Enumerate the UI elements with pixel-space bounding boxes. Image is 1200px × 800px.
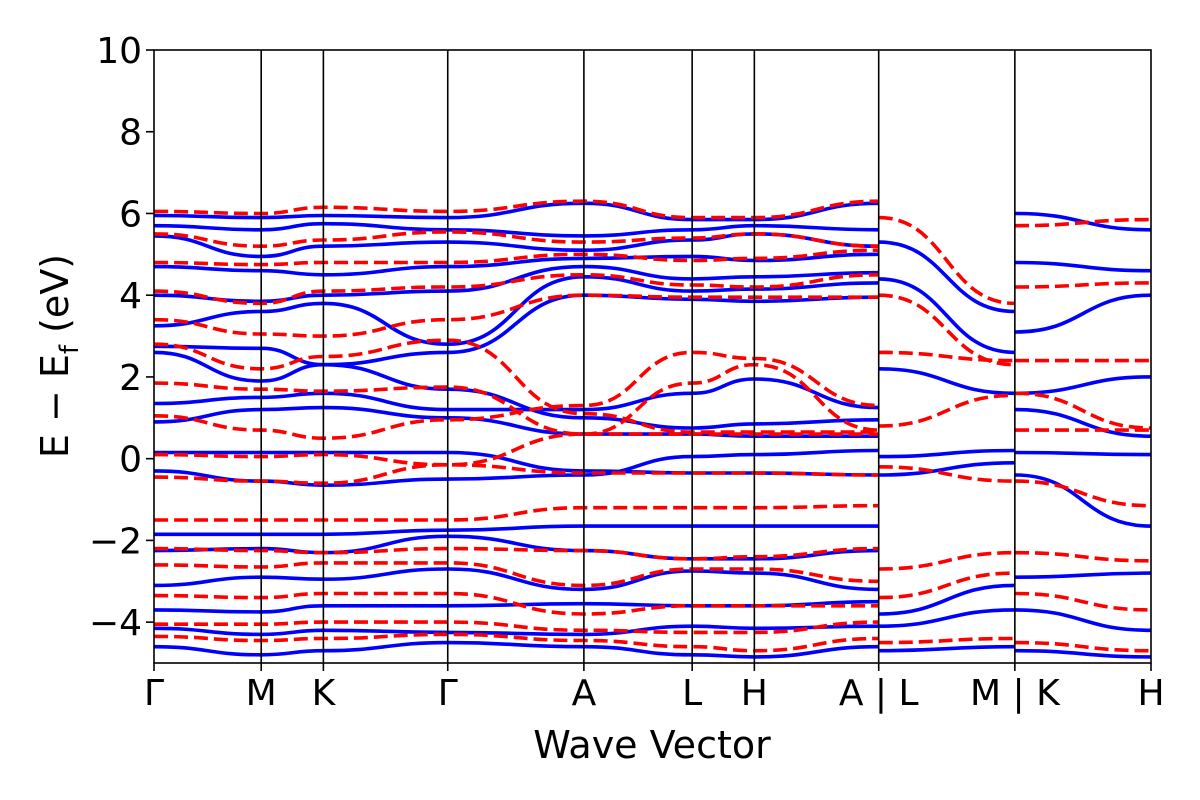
y-tick-label: 6 — [119, 194, 142, 235]
band-line-solid-25 — [878, 644, 1015, 653]
plot-frame — [153, 49, 1152, 664]
band-line-solid-20 — [878, 367, 1015, 396]
band-line-dashed-47 — [154, 293, 879, 338]
y-tick-label: −2 — [89, 521, 142, 562]
band-line-solid-18 — [878, 448, 1015, 459]
band-line-solid-27 — [1014, 473, 1151, 528]
y-axis-label-unit: (eV) — [33, 254, 77, 345]
band-line-dashed-63 — [1014, 391, 1151, 430]
band-line-solid-22 — [878, 240, 1015, 314]
band-line-dashed-68 — [1014, 640, 1151, 653]
y-tick-label: 2 — [119, 358, 142, 399]
y-tick-label: 10 — [96, 31, 142, 72]
y-tick-label: 0 — [119, 440, 142, 481]
band-line-solid-28 — [1014, 375, 1151, 396]
band-line-dashed-64 — [1014, 281, 1151, 289]
band-line-dashed-66 — [1014, 550, 1151, 563]
band-line-dashed-57 — [878, 550, 1015, 571]
band-line-solid-19 — [878, 461, 1015, 477]
band-line-solid-34 — [1014, 608, 1151, 633]
x-tick-label: Γ — [438, 673, 458, 714]
band-line-solid-4 — [154, 567, 879, 592]
band-line-solid-17 — [154, 201, 879, 222]
band-line-solid-23 — [878, 583, 1015, 616]
band-line-solid-11 — [154, 293, 879, 367]
band-line-solid-3 — [154, 534, 879, 561]
band-line-dashed-54 — [878, 350, 1015, 363]
band-line-dashed-49 — [154, 248, 879, 267]
band-line-dashed-56 — [878, 215, 1015, 306]
band-line-solid-33 — [1014, 571, 1151, 579]
band-line-dashed-46 — [154, 338, 879, 434]
band-line-dashed-48 — [154, 272, 879, 306]
x-tick-label: L — [682, 673, 702, 714]
band-line-dashed-61 — [1014, 479, 1151, 508]
x-tick-label: H — [1137, 673, 1164, 714]
band-line-dashed-43 — [154, 632, 879, 653]
y-axis-label: E − Ef (eV) — [33, 254, 85, 458]
band-line-dashed-53 — [878, 465, 1015, 483]
band-line-dashed-67 — [1014, 591, 1151, 612]
band-line-solid-2 — [154, 524, 879, 537]
band-lines — [154, 199, 1151, 659]
band-line-solid-1 — [154, 448, 879, 488]
x-tick-label: M — [246, 673, 277, 714]
band-line-solid-31 — [1014, 260, 1151, 273]
band-line-dashed-59 — [878, 636, 1015, 645]
band-line-solid-24 — [878, 608, 1015, 628]
band-line-dashed-52 — [878, 393, 1015, 428]
x-tick-label: K — [312, 673, 337, 714]
band-line-solid-13 — [154, 264, 879, 304]
x-axis-label: Wave Vector — [533, 723, 771, 767]
y-tick-label: 8 — [119, 113, 142, 154]
y-axis-ticks: −4 −2 0 2 4 6 8 10 — [89, 31, 154, 644]
band-line-solid-26 — [1014, 450, 1151, 457]
y-tick-label: −4 — [89, 603, 142, 644]
y-axis-label-sub: f — [55, 344, 85, 354]
band-line-dashed-51 — [154, 199, 879, 220]
band-line-solid-35 — [1014, 648, 1151, 659]
band-line-solid-30 — [1014, 293, 1151, 334]
band-line-solid-29 — [1014, 407, 1151, 438]
x-tick-label: M | K — [970, 673, 1061, 714]
x-tick-label: A | L — [839, 673, 919, 714]
x-tick-label: Γ — [144, 673, 164, 714]
band-line-dashed-50 — [154, 230, 879, 249]
band-line-solid-21 — [878, 277, 1015, 355]
band-line-solid-10 — [154, 350, 879, 430]
x-tick-label: H — [741, 673, 768, 714]
band-line-dashed-65 — [1014, 217, 1151, 228]
x-tick-label: A — [572, 673, 597, 714]
band-line-solid-14 — [154, 252, 879, 277]
band-line-solid-7 — [154, 640, 879, 659]
band-line-solid-12 — [154, 274, 879, 347]
band-line-dashed-55 — [878, 293, 1015, 367]
band-line-dashed-38 — [154, 503, 879, 522]
y-axis-label-main: E − E — [33, 354, 77, 458]
high-symmetry-lines — [260, 50, 1016, 663]
band-line-dashed-58 — [878, 571, 1015, 600]
band-line-dashed-40 — [154, 561, 879, 588]
y-tick-label: 4 — [119, 276, 142, 317]
band-line-solid-8 — [154, 405, 879, 439]
